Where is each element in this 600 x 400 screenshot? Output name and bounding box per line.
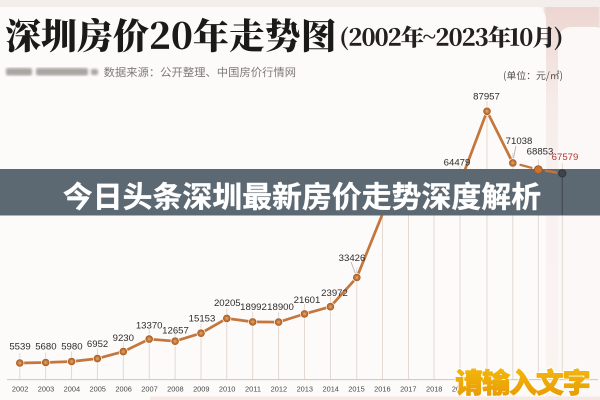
svg-text:6952: 6952 xyxy=(87,339,108,350)
svg-text:21601: 21601 xyxy=(294,295,321,306)
svg-text:2012: 2012 xyxy=(271,385,287,394)
svg-text:2018: 2018 xyxy=(426,385,442,394)
svg-text:5980: 5980 xyxy=(61,342,82,353)
svg-text:2003: 2003 xyxy=(38,385,54,394)
svg-text:87957: 87957 xyxy=(473,92,500,103)
svg-text:12657: 12657 xyxy=(162,326,189,337)
svg-text:33426: 33426 xyxy=(339,253,366,264)
svg-text:9230: 9230 xyxy=(113,333,134,344)
svg-text:71038: 71038 xyxy=(506,136,533,147)
svg-text:2011: 2011 xyxy=(245,385,261,394)
svg-text:2006: 2006 xyxy=(115,385,131,394)
svg-text:2004: 2004 xyxy=(64,385,80,394)
svg-text:20205: 20205 xyxy=(214,298,241,309)
svg-text:2013: 2013 xyxy=(297,385,313,394)
svg-text:5680: 5680 xyxy=(35,342,56,353)
svg-text:2010: 2010 xyxy=(219,385,235,394)
svg-text:5539: 5539 xyxy=(9,342,30,353)
svg-text:2016: 2016 xyxy=(374,385,390,394)
svg-text:68853: 68853 xyxy=(527,147,554,158)
svg-text:2002: 2002 xyxy=(12,385,28,394)
svg-text:2008: 2008 xyxy=(167,385,183,394)
svg-text:13370: 13370 xyxy=(136,321,163,332)
svg-text:67579: 67579 xyxy=(552,152,579,163)
svg-text:18992: 18992 xyxy=(240,302,267,313)
svg-text:18900: 18900 xyxy=(267,302,294,313)
svg-text:2005: 2005 xyxy=(89,385,105,394)
svg-text:2017: 2017 xyxy=(400,385,416,394)
svg-text:2007: 2007 xyxy=(141,385,157,394)
svg-text:64479: 64479 xyxy=(444,158,471,169)
svg-text:15153: 15153 xyxy=(189,313,216,324)
svg-text:23972: 23972 xyxy=(321,288,348,299)
svg-text:2015: 2015 xyxy=(348,385,364,394)
svg-text:2009: 2009 xyxy=(193,385,209,394)
svg-text:2014: 2014 xyxy=(322,385,338,394)
